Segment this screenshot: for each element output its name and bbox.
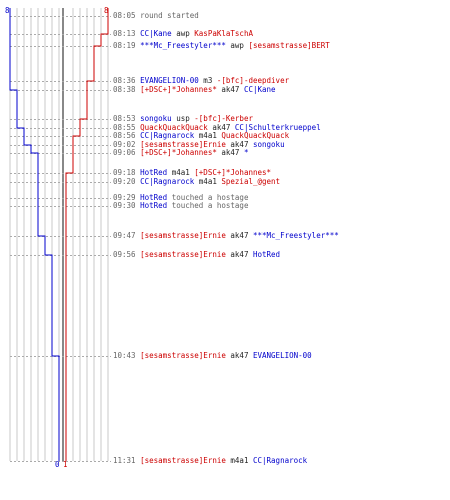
event-row: 10:43 [sesamstrasse]Ernie ak47 EVANGELIO… xyxy=(113,351,312,360)
event-row: 09:06 [+DSC+]*Johannes* ak47 * xyxy=(113,148,248,157)
event-time: 09:02 xyxy=(113,140,136,149)
event-text-part: ak47 xyxy=(207,123,235,132)
event-time: 09:29 xyxy=(113,193,136,202)
event-row: 09:30 HotRed touched a hostage xyxy=(113,201,248,210)
event-time: 08:19 xyxy=(113,41,136,50)
event-text-part: [sesamstrasse]Ernie xyxy=(140,250,226,259)
event-text-part: ak47 xyxy=(225,231,253,240)
event-time: 09:06 xyxy=(113,148,136,157)
event-text-part: HotRed xyxy=(140,168,168,177)
event-text-part: m3 xyxy=(198,76,217,85)
event-time: 08:55 xyxy=(113,123,136,132)
event-time: 10:43 xyxy=(113,351,136,360)
event-text-part: CC|Kane xyxy=(243,85,276,94)
event-row: 08:13 CC|Kane awp KasPaKlaTschA xyxy=(113,29,253,38)
event-text-part: EVANGELION-00 xyxy=(252,351,312,360)
red-alive-start-count: 8 xyxy=(104,6,109,15)
event-text-part: [+DSC+]*Johannes* xyxy=(194,168,272,177)
event-text-part: HotRed xyxy=(140,193,168,202)
blue-alive-start-count: 8 xyxy=(5,6,10,15)
red-team-alive-line xyxy=(65,8,109,461)
event-text-part: ***Mc_Freestyler*** xyxy=(252,231,339,240)
event-text-part: -[bfc]-Kerber xyxy=(194,114,253,123)
event-row: 09:20 CC|Ragnarock m4a1 Spezial_@gent xyxy=(113,177,280,186)
event-time: 08:53 xyxy=(113,114,136,123)
event-text-part: HotRed xyxy=(252,250,281,259)
event-time: 09:30 xyxy=(113,201,136,210)
event-text-part: touched a hostage xyxy=(167,193,249,202)
red-alive-end-count: 1 xyxy=(63,460,68,469)
blue-team-alive-line xyxy=(9,8,60,461)
event-row: 09:56 [sesamstrasse]Ernie ak47 HotRed xyxy=(113,250,280,259)
event-time: 11:31 xyxy=(113,456,136,465)
event-text-part: round started xyxy=(140,11,199,20)
event-row: 08:53 songoku usp -[bfc]-Kerber xyxy=(113,114,253,123)
event-text-part: usp xyxy=(171,114,195,123)
event-text-part: [+DSC+]*Johannes* xyxy=(140,85,217,94)
event-row: 09:02 [sesamstrasse]Ernie ak47 songoku xyxy=(113,140,285,149)
event-text-part: [sesamstrasse]Ernie xyxy=(140,140,226,149)
event-text-part: Spezial_@gent xyxy=(221,177,281,186)
event-row: 09:18 HotRed m4a1 [+DSC+]*Johannes* xyxy=(113,168,271,177)
event-text-part: m4a1 xyxy=(225,456,253,465)
event-text-part: CC|Schulterkrueppel xyxy=(234,123,321,132)
event-text-part: m4a1 xyxy=(194,177,222,186)
event-time: 08:56 xyxy=(113,131,136,140)
event-time: 08:38 xyxy=(113,85,136,94)
event-text-part: * xyxy=(243,148,249,157)
event-time: 09:18 xyxy=(113,168,136,177)
event-time: 08:36 xyxy=(113,76,136,85)
event-row: 09:29 HotRed touched a hostage xyxy=(113,193,248,202)
event-time: 08:13 xyxy=(113,29,136,38)
event-text-part: CC|Ragnarock xyxy=(140,131,195,140)
event-text-part: touched a hostage xyxy=(167,201,249,210)
event-row: 08:56 CC|Ragnarock m4a1 QuackQuackQuack xyxy=(113,131,289,140)
event-text-part: -[bfc]-deepdiver xyxy=(216,76,290,85)
event-time: 08:05 xyxy=(113,11,136,20)
event-text-part: ak47 xyxy=(216,148,244,157)
event-time: 09:20 xyxy=(113,177,136,186)
event-text-part: ak47 xyxy=(216,85,244,94)
event-text-part: m4a1 xyxy=(194,131,222,140)
event-row: 08:36 EVANGELION-00 m3 -[bfc]-deepdiver xyxy=(113,76,289,85)
event-text-part: CC|Ragnarock xyxy=(252,456,308,465)
event-text-part: QuackQuackQuack xyxy=(140,123,208,132)
event-row: 08:19 ***Mc_Freestyler*** awp [sesamstra… xyxy=(113,41,330,50)
event-text-part: CC|Ragnarock xyxy=(140,177,195,186)
event-text-part: EVANGELION-00 xyxy=(140,76,199,85)
event-row: 08:55 QuackQuackQuack ak47 CC|Schulterkr… xyxy=(113,123,321,132)
event-text-part: [+DSC+]*Johannes* xyxy=(140,148,217,157)
event-row: 11:31 [sesamstrasse]Ernie m4a1 CC|Ragnar… xyxy=(113,456,307,465)
event-text-part: [sesamstrasse]Ernie xyxy=(140,456,226,465)
event-text-part: awp xyxy=(171,29,195,38)
event-time: 09:56 xyxy=(113,250,136,259)
event-text-part: CC|Kane xyxy=(140,29,172,38)
event-row: 08:38 [+DSC+]*Johannes* ak47 CC|Kane xyxy=(113,85,276,94)
event-text-part: QuackQuackQuack xyxy=(221,131,290,140)
event-text-part: m4a1 xyxy=(167,168,195,177)
event-time: 09:47 xyxy=(113,231,136,240)
event-text-part: ak47 xyxy=(225,250,253,259)
blue-alive-end-count: 0 xyxy=(55,460,60,469)
event-text-part: ak47 xyxy=(225,351,253,360)
event-text-part: [sesamstrasse]Ernie xyxy=(140,231,226,240)
event-text-part: [sesamstrasse]BERT xyxy=(248,41,330,50)
event-text-part: songoku xyxy=(140,114,172,123)
event-text-part: songoku xyxy=(252,140,285,149)
event-text-part: HotRed xyxy=(140,201,168,210)
event-row: 08:05 round started xyxy=(113,11,199,20)
event-text-part: ***Mc_Freestyler*** xyxy=(140,41,226,50)
event-row: 09:47 [sesamstrasse]Ernie ak47 ***Mc_Fre… xyxy=(113,231,339,240)
event-text-part: awp xyxy=(225,41,249,50)
event-text-part: ak47 xyxy=(225,140,253,149)
event-text-part: KasPaKlaTschA xyxy=(194,29,253,38)
event-text-part: [sesamstrasse]Ernie xyxy=(140,351,226,360)
